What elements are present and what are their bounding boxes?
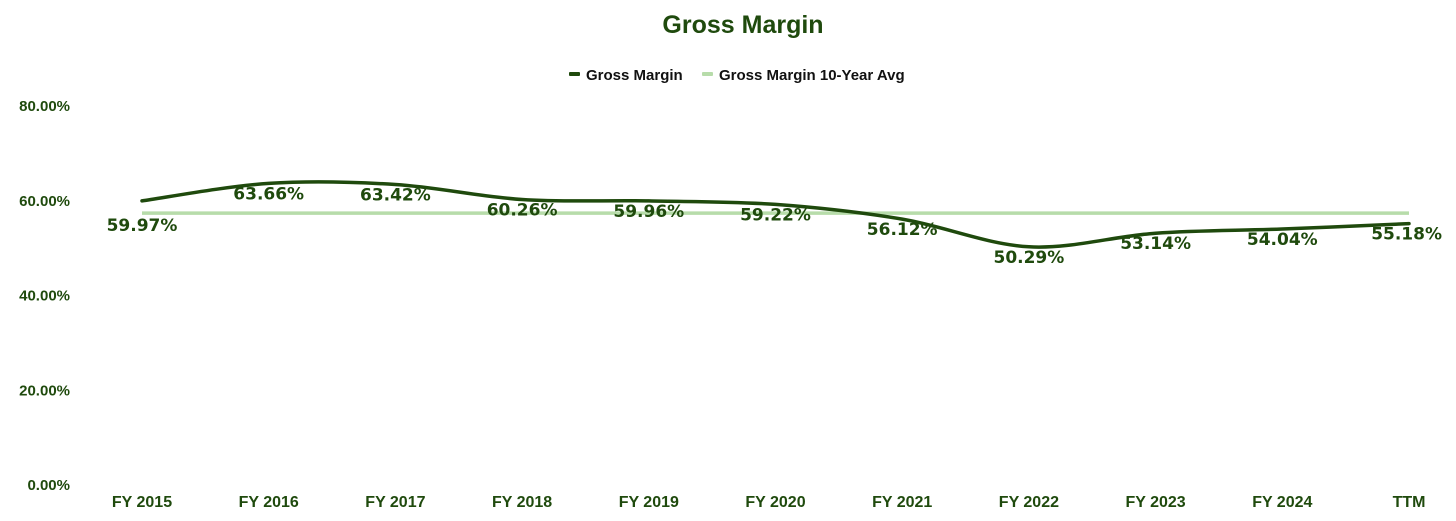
gross-margin-series-line [140, 180, 1411, 249]
data-label: 50.29% [993, 248, 1064, 268]
x-tick-label: FY 2016 [239, 494, 299, 511]
x-tick-label: FY 2015 [112, 494, 172, 511]
y-tick-label: 40.00% [19, 288, 70, 305]
data-label: 59.96% [613, 202, 684, 222]
data-label: 56.12% [867, 220, 938, 240]
legend-item-gross-margin[interactable]: Gross Margin [569, 67, 683, 84]
data-label: 55.18% [1371, 225, 1442, 245]
x-axis: FY 2015 FY 2016 FY 2017 FY 2018 FY 2019 FY 20… [112, 494, 1426, 511]
legend-label-gross-margin-10-year-avg: Gross Margin 10-Year Avg [719, 67, 905, 84]
y-tick-label: 80.00% [19, 98, 70, 115]
legend-item-gross-margin-10-year-avg[interactable]: Gross Margin 10-Year Avg [702, 67, 905, 84]
data-label: 53.14% [1120, 234, 1191, 254]
x-tick-label: FY 2021 [872, 494, 932, 511]
legend-swatch-gross-margin-10-year-avg [702, 72, 713, 76]
y-tick-label: 0.00% [27, 477, 70, 494]
x-tick-label: FY 2017 [365, 494, 425, 511]
y-tick-label: 60.00% [19, 193, 70, 210]
data-label: 59.97% [107, 216, 178, 236]
x-tick-label: FY 2020 [745, 494, 805, 511]
chart-title: Gross Margin [662, 11, 823, 39]
legend: Gross Margin Gross Margin 10-Year Avg [569, 67, 905, 84]
x-tick-label: TTM [1393, 494, 1426, 511]
data-label: 54.04% [1247, 230, 1318, 250]
x-tick-label: FY 2022 [999, 494, 1059, 511]
gross-margin-series-layer [140, 180, 1411, 249]
data-label: 63.66% [233, 184, 304, 204]
x-tick-label: FY 2023 [1125, 494, 1185, 511]
legend-swatch-gross-margin [569, 72, 580, 76]
legend-label-gross-margin: Gross Margin [586, 67, 683, 84]
data-label: 59.22% [740, 205, 811, 225]
data-label: 63.42% [360, 186, 431, 206]
data-labels: 59.97% 63.66% 63.42% 60.26% 59.96% 59.22% 56.1… [107, 184, 1442, 267]
x-tick-label: FY 2019 [619, 494, 679, 511]
x-tick-label: FY 2018 [492, 494, 552, 511]
x-tick-label: FY 2024 [1252, 494, 1312, 511]
y-axis: 0.00% 20.00% 40.00% 60.00% 80.00% [19, 98, 70, 494]
data-label: 60.26% [487, 201, 558, 221]
y-tick-label: 20.00% [19, 382, 70, 399]
